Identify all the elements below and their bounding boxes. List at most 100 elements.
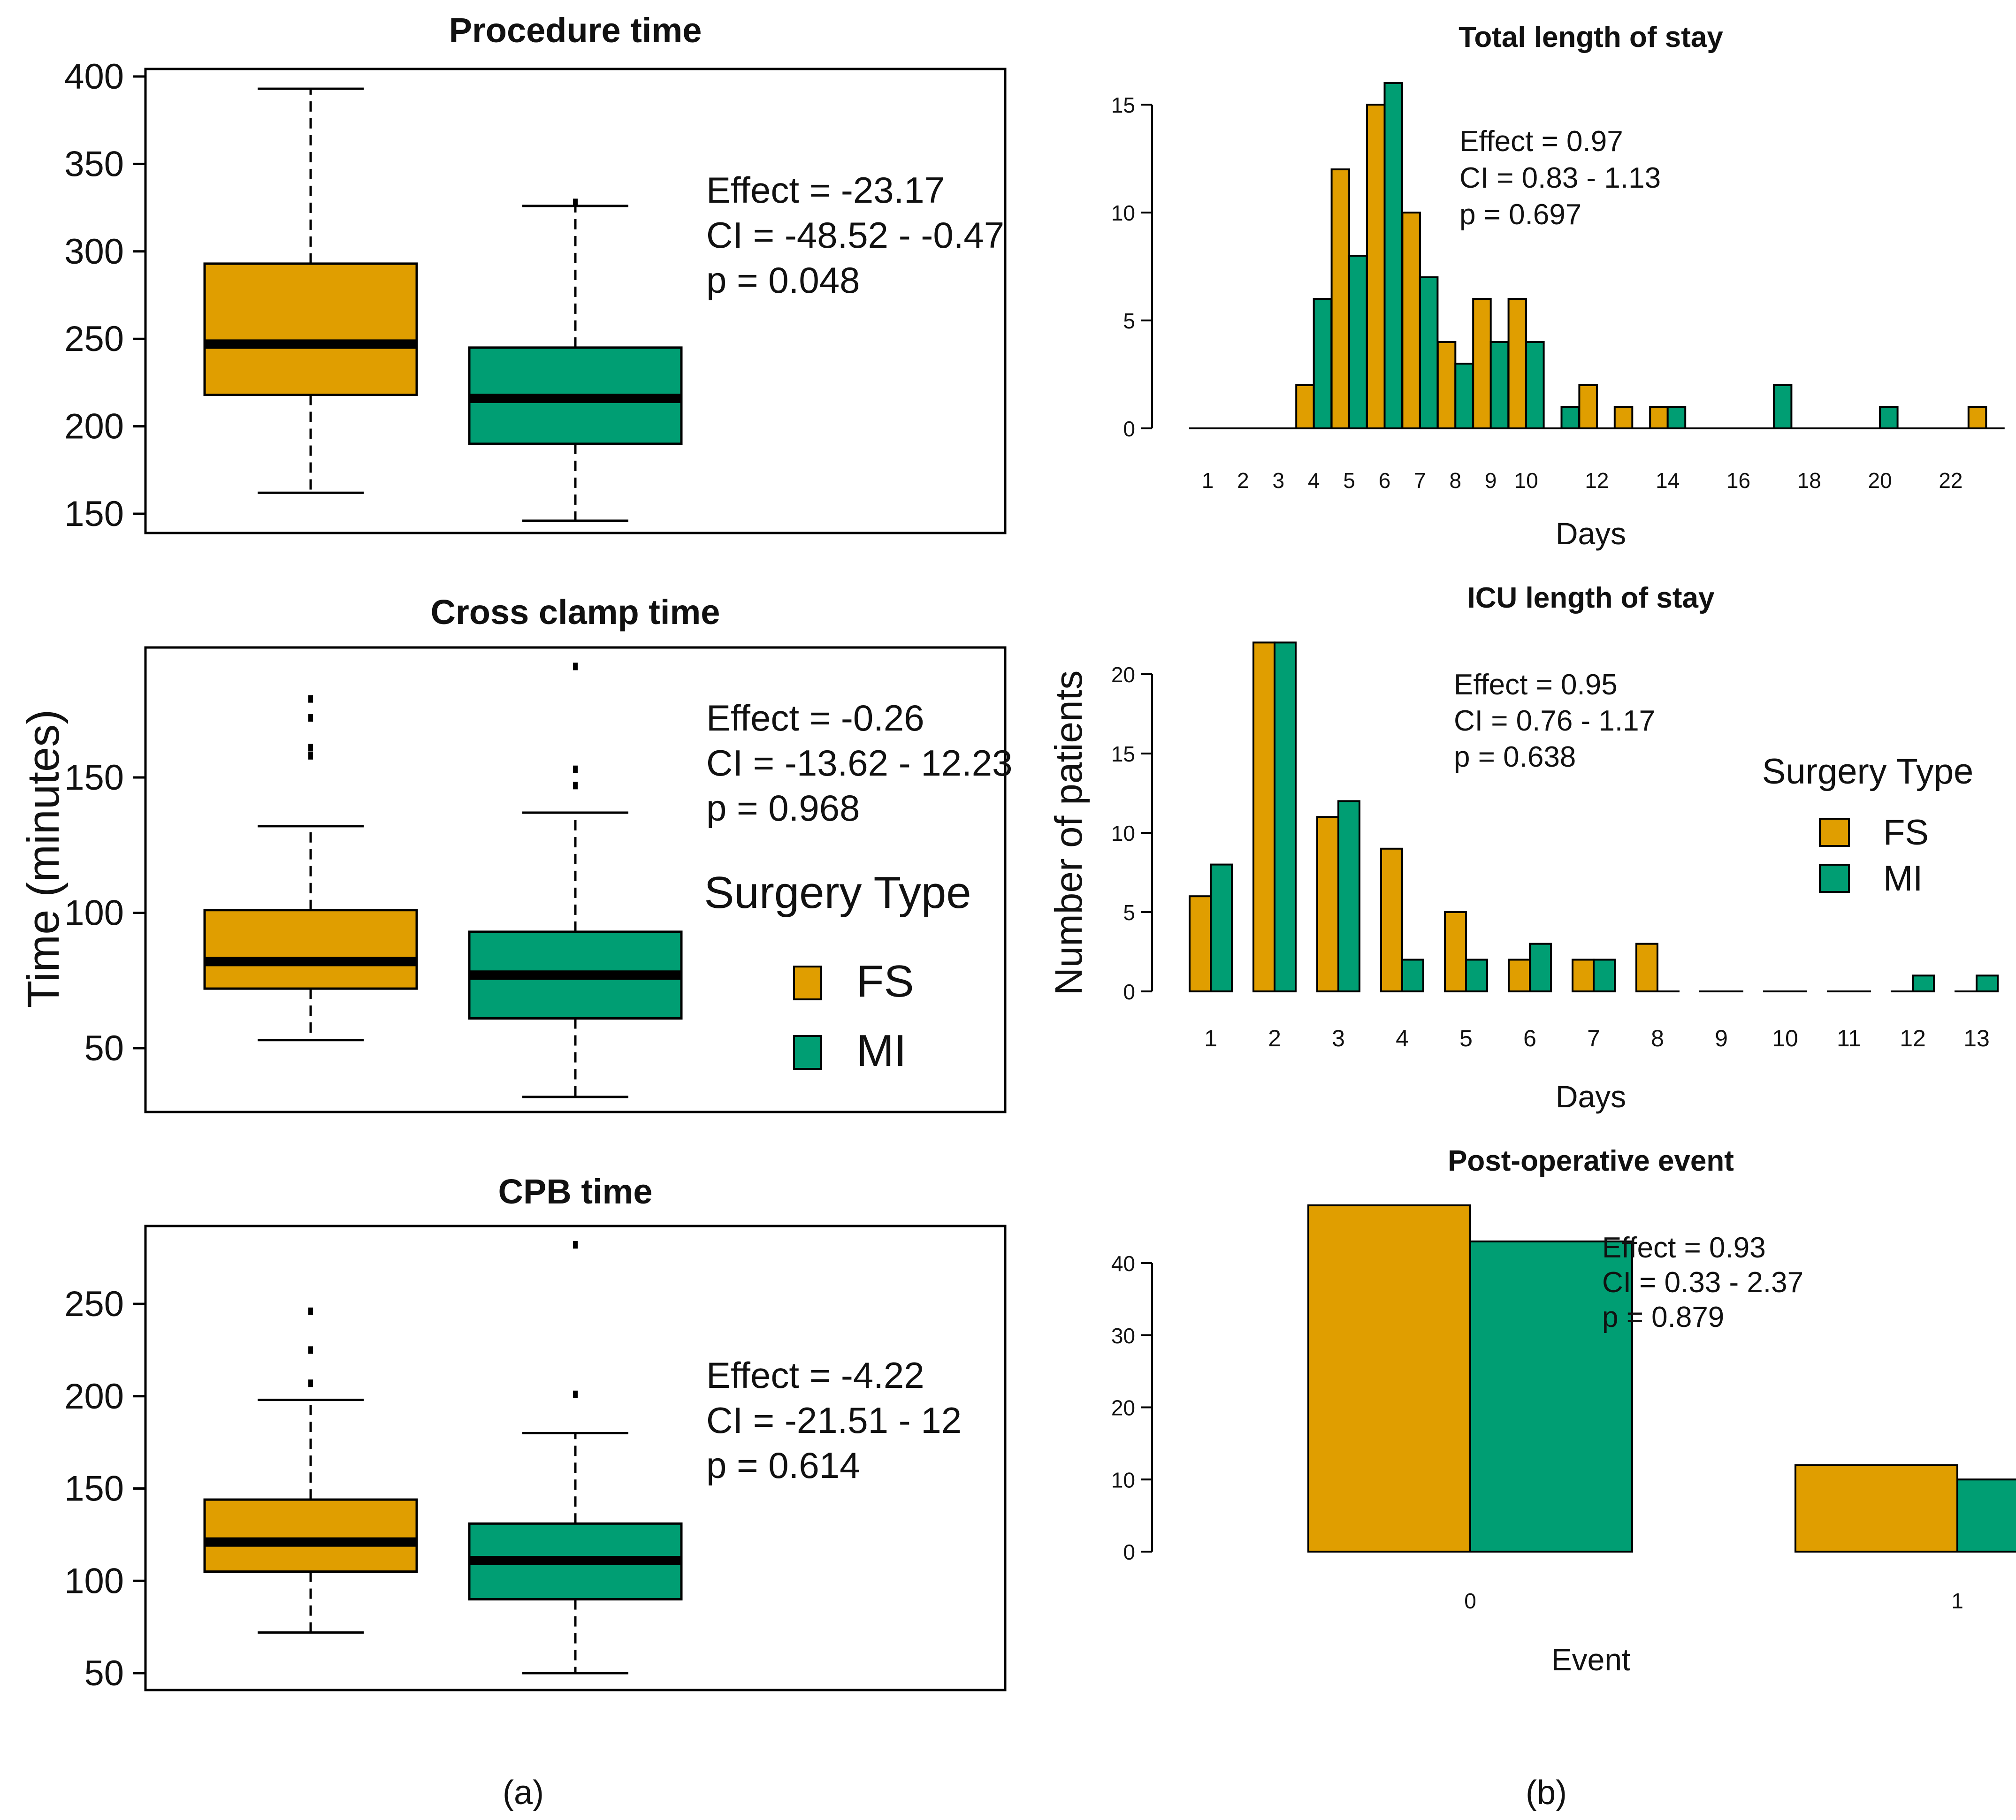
bar-mi xyxy=(1210,863,1233,992)
bar-mi xyxy=(1454,363,1474,429)
post-operative-event-chart: Post-operative event 0 10 20 30 40 0 1 Event Effe… xyxy=(1111,1145,2016,1677)
y-tick-label: 20 xyxy=(1111,663,1135,687)
x-axis-label: Event xyxy=(1551,1642,1631,1677)
x-tick-label: 14 xyxy=(1656,468,1680,493)
x-axis-label: Days xyxy=(1556,1079,1626,1114)
outlier-point xyxy=(308,752,313,760)
x-tick-label: 10 xyxy=(1514,468,1538,493)
chart-title: Procedure time xyxy=(449,11,702,50)
bar-fs xyxy=(1649,406,1669,429)
bar-mi xyxy=(1976,975,1999,992)
bar-mi xyxy=(1489,341,1510,429)
legend-title: Surgery Type xyxy=(1762,752,1974,792)
y-tick-label: 10 xyxy=(1111,1468,1135,1492)
outlier-point xyxy=(573,765,578,773)
y-tick-label: 30 xyxy=(1111,1324,1135,1348)
legend-swatch-mi xyxy=(793,1035,822,1070)
outlier-point xyxy=(573,198,578,206)
bar-fs xyxy=(1366,104,1386,429)
outlier-point xyxy=(308,1379,313,1387)
y-tick-label: 20 xyxy=(1111,1396,1135,1420)
outlier-point xyxy=(308,1346,313,1354)
x-tick-label: 22 xyxy=(1939,468,1963,493)
y-tick-label: 5 xyxy=(1123,900,1135,925)
legend-label-fs: FS xyxy=(856,956,914,1006)
stat-annotation: p = 0.638 xyxy=(1454,741,1576,773)
y-tick-label: 100 xyxy=(64,1561,124,1601)
chart-title: CPB time xyxy=(498,1172,653,1211)
bar-mi xyxy=(1383,82,1403,429)
right-ylabel: Number of patients xyxy=(1047,670,1090,996)
x-tick-label: 1 xyxy=(1951,1589,1963,1613)
x-tick-label: 10 xyxy=(1772,1025,1798,1051)
legend-swatch-fs xyxy=(793,966,822,1000)
x-tick-label: 1 xyxy=(1204,1025,1217,1051)
y-tick-label: 250 xyxy=(64,319,124,359)
bar-fs xyxy=(1472,298,1492,429)
plot-frame xyxy=(144,646,1007,1113)
bar-fs xyxy=(1444,911,1467,992)
stat-annotation: CI = 0.33 - 2.37 xyxy=(1602,1266,1803,1299)
x-tick-label: 8 xyxy=(1450,468,1462,493)
bar-mi xyxy=(1525,341,1545,429)
panel-label-b: (b) xyxy=(1526,1774,1567,1812)
plot-frame xyxy=(144,1225,1007,1691)
outlier-point xyxy=(573,663,578,670)
bar-fs xyxy=(1635,943,1658,992)
x-tick-label: 5 xyxy=(1459,1025,1473,1051)
procedure-time-chart: Procedure time 150 200 250 300 350 400 Effect =… xyxy=(64,11,1007,534)
y-tick-label: 300 xyxy=(64,232,124,272)
chart-title: Total length of stay xyxy=(1459,21,1723,53)
cross-clamp-time-chart: Cross clamp time 50 100 150 Effect = -0.26CI… xyxy=(64,593,1013,1113)
stat-annotation: p = 0.048 xyxy=(706,259,860,301)
x-tick-label: 1 xyxy=(1202,468,1214,493)
chart-title: Post-operative event xyxy=(1448,1145,1734,1177)
x-tick-label: 20 xyxy=(1868,468,1892,493)
bar-fs xyxy=(1189,895,1212,992)
outlier-point xyxy=(573,1390,578,1398)
box-fs xyxy=(203,262,418,396)
bar-mi xyxy=(1313,298,1333,429)
panel-label-a: (a) xyxy=(503,1774,544,1812)
x-tick-label: 5 xyxy=(1343,468,1355,493)
bar-fs xyxy=(1436,341,1457,429)
stat-annotation: p = 0.697 xyxy=(1459,198,1581,231)
y-tick-label: 0 xyxy=(1123,417,1135,441)
bar-mi xyxy=(1465,959,1488,993)
y-tick-label: 50 xyxy=(84,1028,124,1068)
bar-fs xyxy=(1507,298,1527,429)
x-tick-label: 13 xyxy=(1963,1025,1990,1051)
y-tick-label: 200 xyxy=(64,1377,124,1416)
stat-annotation: p = 0.968 xyxy=(706,787,860,829)
x-tick-label: 3 xyxy=(1332,1025,1345,1051)
bar-mi xyxy=(1529,943,1552,992)
y-tick-label: 15 xyxy=(1111,93,1135,117)
x-tick-label: 18 xyxy=(1797,468,1821,493)
stat-annotation: Effect = -0.26 xyxy=(706,697,924,739)
y-tick-label: 150 xyxy=(64,494,124,534)
bar-mi xyxy=(1419,276,1439,429)
x-tick-label: 12 xyxy=(1900,1025,1926,1051)
y-tick-label: 200 xyxy=(64,407,124,447)
x-tick-label: 2 xyxy=(1237,468,1249,493)
bar-fs xyxy=(1307,1204,1471,1553)
x-tick-label: 7 xyxy=(1587,1025,1600,1051)
y-tick-label: 400 xyxy=(64,57,124,97)
legend-label-fs: FS xyxy=(1883,813,1929,853)
stat-annotation: CI = 0.76 - 1.17 xyxy=(1454,705,1655,737)
legend-title: Surgery Type xyxy=(704,868,971,918)
y-tick-label: 40 xyxy=(1111,1251,1135,1276)
bar-fs xyxy=(1330,168,1351,429)
legend-label-mi: MI xyxy=(1883,859,1923,899)
left-ylabel: Time (minutes) xyxy=(18,709,69,1008)
x-tick-label: 16 xyxy=(1726,468,1750,493)
stat-annotation: Effect = -4.22 xyxy=(706,1355,924,1396)
bar-fs xyxy=(1252,641,1275,992)
x-tick-label: 9 xyxy=(1485,468,1497,493)
outlier-point xyxy=(308,714,313,722)
chart-title: ICU length of stay xyxy=(1467,582,1715,614)
